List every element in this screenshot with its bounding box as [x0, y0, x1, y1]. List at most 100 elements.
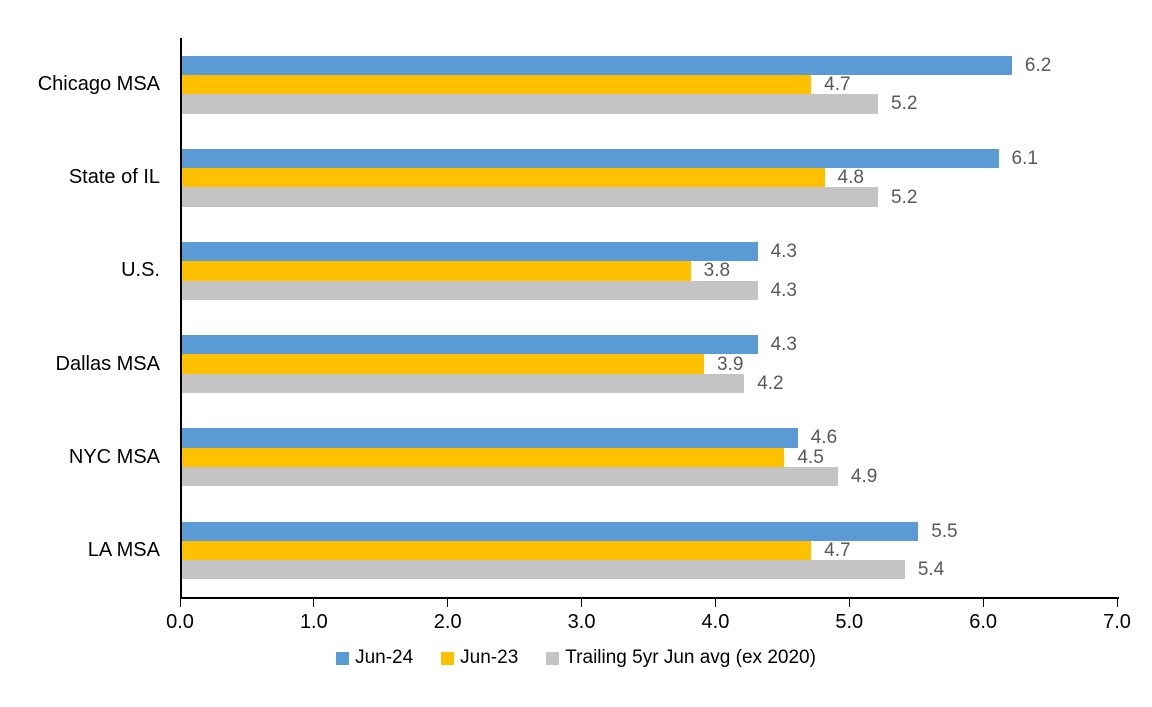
data-label: 4.6: [810, 427, 838, 449]
x-axis: 0.0 1.0 2.0 3.0 4.0 5.0 6.0 7.0: [166, 599, 1131, 641]
bar-row: 3.9: [182, 353, 1119, 375]
x-tick-mark: [1116, 599, 1118, 607]
bar-row: 6.2: [182, 54, 1119, 76]
category-label-chicago-msa: Chicago MSA: [37, 73, 160, 96]
x-tick-label: 6.0: [969, 611, 998, 633]
bar-la-msa-jun-23: [182, 540, 812, 561]
data-label: 4.8: [837, 167, 864, 189]
x-tick-label: 3.0: [567, 611, 596, 633]
bar-group-u-s: 4.3 3.8 4.3: [182, 224, 1119, 317]
bar-group-inner: 5.5 4.7 5.4: [182, 520, 1119, 581]
bar-group-inner: 4.3 3.8 4.3: [182, 241, 1119, 301]
data-label: 4.7: [824, 539, 851, 561]
data-label: 6.2: [1024, 54, 1052, 76]
x-tick-label: 0.0: [166, 611, 194, 633]
x-tick-label: 4.0: [701, 611, 730, 633]
bar-row: 4.9: [182, 466, 1119, 488]
bar-row: 4.3: [182, 279, 1119, 301]
data-label: 5.2: [891, 93, 918, 115]
bar-state-of-il-jun-23: [182, 168, 825, 188]
x-tick-label: 2.0: [433, 611, 462, 633]
bar-chicago-msa-trailing-5yr-jun-avg-ex-2020: [182, 94, 879, 114]
x-tick-mark: [982, 599, 984, 607]
x-tick-mark: [179, 599, 181, 607]
category-label-dallas-msa: Dallas MSA: [55, 352, 160, 375]
legend-label: Trailing 5yr Jun avg (ex 2020): [565, 647, 816, 668]
x-tick-mark: [581, 599, 583, 607]
data-label: 6.1: [1011, 147, 1038, 169]
bar-group-inner: 4.6 4.5 4.9: [182, 427, 1119, 488]
x-tick-label: 7.0: [1103, 611, 1131, 633]
legend-item-jun-23: Jun-23: [441, 647, 518, 669]
data-label: 4.5: [797, 446, 824, 468]
bar-row: 5.2: [182, 93, 1119, 115]
legend-label: Jun-24: [355, 647, 414, 668]
bar-row: 5.4: [182, 559, 1119, 581]
bar-row: 4.7: [182, 74, 1119, 96]
bar-group-la-msa: 5.5 4.7 5.4: [182, 504, 1119, 597]
data-label: 4.3: [770, 334, 797, 356]
legend-swatch-icon: [546, 651, 560, 665]
legend-item-jun-24: Jun-24: [336, 647, 413, 669]
bar-chicago-msa-jun-24: [182, 55, 1012, 75]
legend-swatch-icon: [441, 651, 455, 665]
bar-row: 4.3: [182, 334, 1119, 356]
bar-nyc-msa-jun-23: [182, 447, 785, 467]
plot-area: 6.2 4.7 5.2 6.1 4.8 5.2 4.3 3.8 4.3 4.3 3.9 4.2 4.6 4…: [180, 38, 1119, 599]
legend-swatch-icon: [336, 651, 350, 665]
data-label: 3.8: [703, 260, 731, 282]
bar-group-nyc-msa: 4.6 4.5 4.9: [182, 411, 1119, 504]
data-label: 4.2: [757, 372, 784, 394]
bar-state-of-il-trailing-5yr-jun-avg-ex-2020: [182, 187, 879, 207]
data-label: 4.9: [850, 466, 878, 488]
bar-u-s-jun-24: [182, 241, 758, 262]
bar-u-s-trailing-5yr-jun-avg-ex-2020: [182, 280, 758, 300]
bar-group-dallas-msa: 4.3 3.9 4.2: [182, 318, 1119, 411]
bar-row: 4.7: [182, 539, 1119, 561]
bar-nyc-msa-jun-24: [182, 428, 798, 448]
data-label: 3.9: [717, 353, 744, 375]
bar-row: 4.8: [182, 167, 1119, 189]
x-tick-mark: [447, 599, 449, 607]
bar-row: 5.2: [182, 186, 1119, 208]
data-label: 4.7: [824, 74, 851, 96]
bar-group-state-of-il: 6.1 4.8 5.2: [182, 131, 1119, 224]
bar-u-s-jun-23: [182, 261, 691, 281]
category-axis-labels: Chicago MSA State of IL U.S. Dallas MSA NYC …: [0, 38, 160, 597]
legend: Jun-24 Jun-23 Trailing 5yr Jun avg (ex 202…: [0, 647, 1152, 669]
bar-row: 3.8: [182, 260, 1119, 282]
data-label: 5.4: [917, 559, 945, 581]
bar-state-of-il-jun-24: [182, 148, 999, 169]
category-label-u-s: U.S.: [121, 259, 160, 282]
bar-dallas-msa-jun-24: [182, 335, 758, 355]
data-label: 4.3: [770, 241, 797, 263]
x-tick-mark: [313, 599, 315, 607]
bar-row: 4.6: [182, 427, 1119, 449]
bar-la-msa-trailing-5yr-jun-avg-ex-2020: [182, 560, 905, 580]
bar-nyc-msa-trailing-5yr-jun-avg-ex-2020: [182, 466, 838, 487]
bar-la-msa-jun-24: [182, 521, 919, 541]
bar-row: 4.3: [182, 241, 1119, 263]
bar-group-inner: 4.3 3.9 4.2: [182, 334, 1119, 394]
data-label: 5.2: [891, 186, 918, 208]
data-label: 4.3: [770, 279, 797, 301]
category-label-la-msa: LA MSA: [87, 538, 160, 561]
bar-row: 4.5: [182, 446, 1119, 468]
x-tick-mark: [714, 599, 716, 607]
data-label: 5.5: [931, 520, 958, 542]
category-label-state-of-il: State of IL: [68, 166, 160, 189]
bar-dallas-msa-trailing-5yr-jun-avg-ex-2020: [182, 373, 745, 394]
x-tick-label: 5.0: [835, 611, 864, 633]
bar-group-inner: 6.2 4.7 5.2: [182, 54, 1119, 115]
legend-item-trailing-5yr-jun-avg-ex-2020: Trailing 5yr Jun avg (ex 2020): [546, 647, 816, 669]
x-tick-mark: [848, 599, 850, 607]
bar-row: 4.2: [182, 372, 1119, 394]
category-label-nyc-msa: NYC MSA: [68, 445, 160, 468]
bar-dallas-msa-jun-23: [182, 354, 705, 374]
legend-label: Jun-23: [460, 647, 519, 668]
bar-group-inner: 6.1 4.8 5.2: [182, 147, 1119, 208]
x-tick-label: 1.0: [299, 611, 328, 633]
bar-row: 5.5: [182, 520, 1119, 542]
bar-row: 6.1: [182, 147, 1119, 169]
